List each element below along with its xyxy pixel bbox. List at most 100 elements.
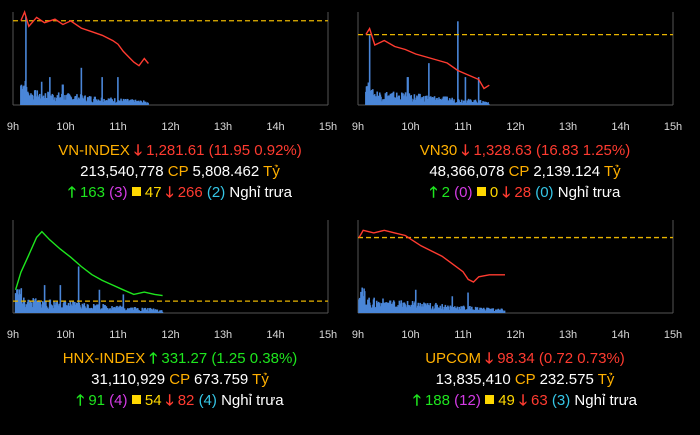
panel-upcom: 9h 10h 11h 12h 13h 14h 15h UPCOM 🡓 98.34 (0.72…: [351, 216, 695, 431]
price-line: [365, 26, 490, 90]
tick-label: 13h: [558, 121, 578, 133]
advances-count: 91: [88, 392, 105, 409]
tick-label: 15h: [318, 121, 338, 133]
arrow-up-icon: 🡑: [149, 350, 158, 367]
index-value: 98.34: [497, 350, 535, 367]
upcom-time-axis: 9h 10h 11h 12h 13h 14h 15h: [351, 329, 695, 343]
unit-label: Tỷ: [597, 371, 615, 388]
volume-value: 48,366,078: [429, 163, 505, 180]
cp-label: CP: [167, 163, 189, 180]
vn30-chart: [357, 12, 674, 106]
tick-label: 14h: [266, 121, 285, 133]
index-value: 1,328.63: [473, 142, 532, 159]
tick-label: 13h: [213, 121, 233, 133]
arrow-up-icon: 🡑: [67, 184, 76, 201]
price-line: [14, 230, 163, 297]
volume-value: 31,110,929: [91, 371, 166, 388]
unchanged-count: 47: [144, 184, 162, 201]
vnindex-headline: VN-INDEX 🡓 1,281.61 (11.95 0.92%): [10, 141, 350, 161]
unchanged-square-icon: [485, 395, 495, 404]
tick-label: 11h: [109, 329, 127, 341]
panel-vnindex: 9h 10h 11h 12h 13h 14h 15h VN-INDEX 🡓 1,281.61…: [6, 8, 350, 223]
tick-label: 14h: [611, 329, 630, 341]
tick-label: 15h: [318, 329, 338, 341]
index-value: 331.27: [161, 350, 208, 367]
unit-label: Tỷ: [603, 163, 621, 180]
ceiling-count: (3): [109, 184, 128, 201]
arrow-up-icon: 🡑: [412, 392, 421, 409]
vnindex-time-axis: 9h 10h 11h 12h 13h 14h 15h: [6, 121, 350, 135]
arrow-down-icon: 🡓: [461, 142, 470, 159]
floor-count: (3): [551, 392, 571, 409]
hnxindex-chart: [12, 220, 329, 314]
unchanged-count: 0: [489, 184, 499, 201]
advances-count: 188: [424, 392, 450, 409]
price-line: [358, 229, 505, 283]
arrow-up-icon: 🡑: [76, 392, 85, 409]
upcom-chart: [357, 220, 674, 314]
panel-vn30: 9h 10h 11h 12h 13h 14h 15h VN30 🡓 1,328.63 (16…: [351, 8, 695, 223]
vn30-volume-line: 48,366,078 CP 2,139.124 Tỷ: [355, 162, 695, 182]
vn30-time-axis: 9h 10h 11h 12h 13h 14h 15h: [351, 121, 695, 135]
tick-label: 9h: [351, 329, 365, 341]
index-change: (16.83 1.25%): [536, 142, 631, 159]
index-value: 1,281.61: [146, 142, 205, 159]
vn30-headline: VN30 🡓 1,328.63 (16.83 1.25%): [355, 141, 695, 161]
tick-label: 12h: [161, 329, 180, 341]
cp-label: CP: [169, 371, 190, 388]
upcom-breadth-line: 🡑 188 (12) 49 🡓 63 (3) Nghỉ trưa: [355, 391, 695, 411]
tick-label: 9h: [6, 121, 20, 133]
declines-count: 82: [177, 392, 195, 409]
advances-count: 163: [79, 184, 105, 201]
tick-label: 12h: [506, 329, 525, 341]
price-line: [20, 9, 149, 67]
market-status: Nghỉ trưa: [574, 392, 637, 409]
tick-label: 9h: [351, 121, 365, 133]
vnindex-volume-line: 213,540,778 CP 5,808.462 Tỷ: [10, 162, 350, 182]
market-status: Nghỉ trưa: [229, 184, 292, 201]
unchanged-count: 49: [498, 392, 515, 409]
tick-label: 10h: [56, 329, 75, 341]
tick-label: 11h: [454, 121, 472, 133]
index-change: (11.95 0.92%): [208, 142, 302, 159]
hnxindex-volume-line: 31,110,929 CP 673.759 Tỷ: [10, 370, 350, 390]
tick-label: 12h: [161, 121, 180, 133]
tick-label: 13h: [558, 329, 578, 341]
vnindex-breadth-line: 🡑 163 (3) 47 🡓 266 (2) Nghỉ trưa: [10, 183, 350, 203]
advances-count: 2: [441, 184, 450, 201]
ceiling-count: (12): [454, 392, 481, 409]
hnxindex-breadth-line: 🡑 91 (4) 54 🡓 82 (4) Nghỉ trưa: [10, 391, 350, 411]
vnindex-chart: [12, 9, 329, 106]
floor-count: (0): [535, 184, 554, 201]
declines-count: 28: [514, 184, 532, 201]
cp-label: CP: [508, 163, 530, 180]
unchanged-square-icon: [476, 187, 486, 196]
hnxindex-time-axis: 9h 10h 11h 12h 13h 14h 15h: [7, 329, 350, 343]
market-status: Nghỉ trưa: [557, 184, 621, 201]
unit-label: Tỷ: [263, 163, 280, 180]
tick-label: 15h: [663, 329, 683, 341]
ceiling-count: (0): [454, 184, 473, 201]
tick-label: 10h: [56, 121, 75, 133]
unchanged-square-icon: [131, 187, 141, 196]
ceiling-count: (4): [109, 392, 128, 409]
unchanged-count: 54: [144, 392, 162, 409]
tick-label: 12h: [506, 121, 525, 133]
index-name: VN-INDEX: [58, 142, 130, 159]
arrow-up-icon: 🡑: [429, 184, 438, 201]
cp-value: 2,139.124: [533, 163, 601, 180]
unchanged-square-icon: [131, 395, 141, 404]
market-status: Nghỉ trưa: [221, 392, 284, 409]
tick-label: 14h: [611, 121, 630, 133]
cp-label: CP: [514, 371, 536, 388]
hnxindex-headline: HNX-INDEX 🡑 331.27 (1.25 0.38%): [10, 349, 350, 369]
cp-value: 5,808.462: [192, 163, 260, 180]
cp-value: 232.575: [539, 371, 594, 388]
panel-hnxindex: 9h 10h 11h 12h 13h 14h 15h HNX-INDEX 🡑 331.27 …: [7, 216, 350, 431]
arrow-down-icon: 🡓: [485, 350, 494, 367]
volume-value: 213,540,778: [80, 163, 164, 180]
arrow-down-icon: 🡓: [165, 184, 174, 201]
arrow-down-icon: 🡓: [134, 142, 142, 159]
tick-label: 11h: [109, 121, 127, 133]
tick-label: 10h: [401, 121, 420, 133]
